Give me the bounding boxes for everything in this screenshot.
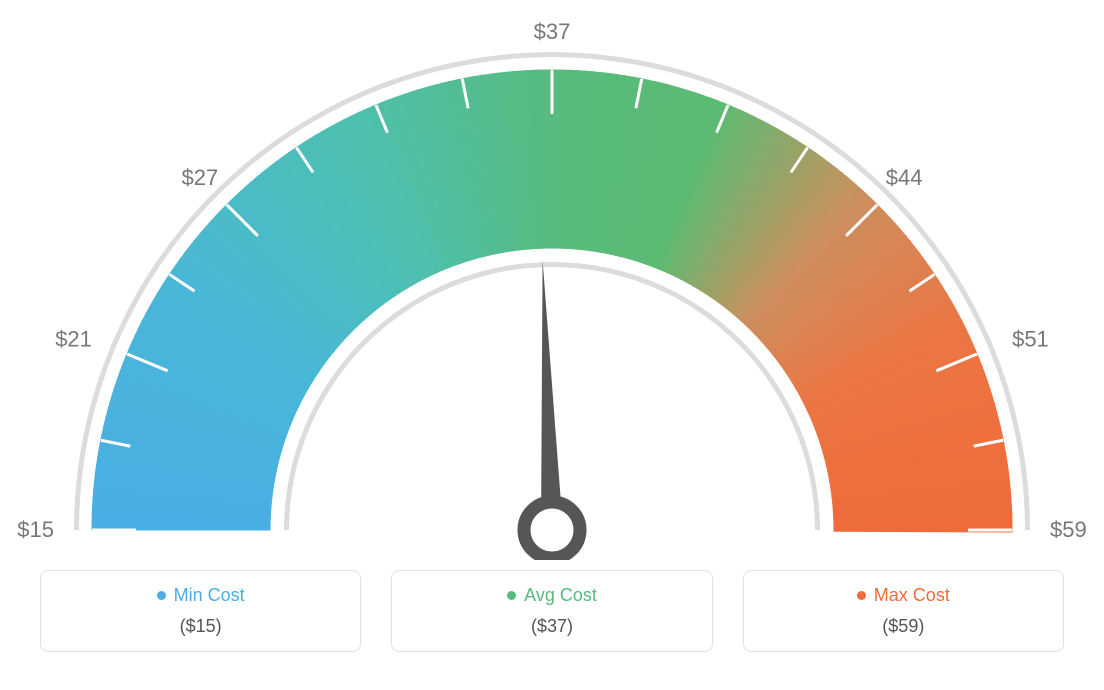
gauge-needle-hub bbox=[524, 502, 580, 558]
gauge-tick-label: $37 bbox=[534, 19, 571, 44]
legend-dot-icon bbox=[507, 591, 516, 600]
gauge-needle bbox=[541, 260, 563, 530]
legend-value: ($37) bbox=[402, 616, 701, 637]
gauge-tick-label: $44 bbox=[886, 165, 923, 190]
legend-title: Max Cost bbox=[857, 585, 950, 606]
legend-title-text: Avg Cost bbox=[524, 585, 597, 606]
gauge-chart: $15 $21 $27 $37 $44 $51 $59 bbox=[0, 0, 1104, 560]
legend-row: Min Cost ($15) Avg Cost ($37) Max Cost ($59) bbox=[0, 570, 1104, 652]
legend-card: Avg Cost ($37) bbox=[391, 570, 712, 652]
legend-title-text: Max Cost bbox=[874, 585, 950, 606]
gauge-tick-label: $15 bbox=[17, 517, 54, 542]
legend-dot-icon bbox=[157, 591, 166, 600]
gauge-tick-label: $59 bbox=[1050, 517, 1087, 542]
gauge-tick-label: $27 bbox=[182, 165, 219, 190]
gauge-svg: $15 $21 $27 $37 $44 $51 $59 bbox=[0, 0, 1104, 560]
legend-value: ($59) bbox=[754, 616, 1053, 637]
legend-title-text: Min Cost bbox=[174, 585, 245, 606]
legend-card: Max Cost ($59) bbox=[743, 570, 1064, 652]
legend-title: Avg Cost bbox=[507, 585, 597, 606]
legend-card: Min Cost ($15) bbox=[40, 570, 361, 652]
gauge-tick-label: $21 bbox=[55, 326, 92, 351]
legend-title: Min Cost bbox=[157, 585, 245, 606]
legend-dot-icon bbox=[857, 591, 866, 600]
legend-value: ($15) bbox=[51, 616, 350, 637]
gauge-tick-label: $51 bbox=[1012, 326, 1049, 351]
